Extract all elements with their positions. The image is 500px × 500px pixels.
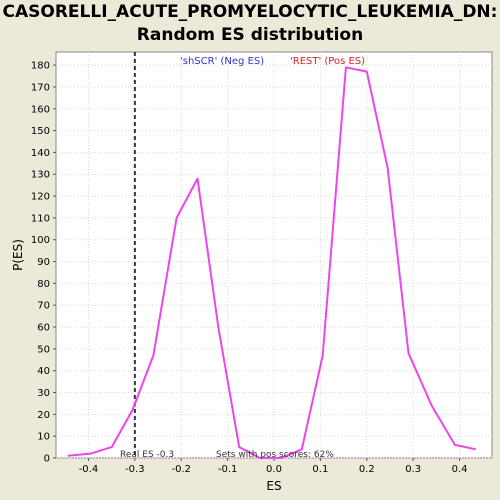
plot-area (55, 51, 493, 459)
x-tick-label: 0.1 (312, 464, 328, 475)
real-es-label: Real ES -0.3 (120, 450, 174, 460)
axes: 0 10 20 30 40 50 60 70 80 90 100 110 120 130 140 150 160… (31, 61, 468, 475)
x-tick-label: 0.0 (266, 464, 282, 475)
y-tick-label: 130 (31, 170, 50, 181)
series-marks (67, 52, 477, 459)
pos-scores-label: Sets with pos scores: 62% (216, 450, 334, 460)
y-axis-label: P(ES) (11, 239, 25, 271)
y-tick-label: 140 (31, 148, 50, 159)
y-tick-label: 20 (37, 410, 50, 421)
y-tick-label: 80 (37, 279, 50, 290)
legend-pos: 'REST' (Pos ES) (290, 56, 365, 67)
series-line (67, 66, 477, 459)
x-axis-label: ES (266, 479, 281, 493)
x-tick-label: -0.2 (171, 464, 191, 475)
y-tick-label: 150 (31, 126, 50, 137)
y-tick-label: 110 (31, 213, 50, 224)
chart-title: CASORELLI_ACUTE_PROMYELOCYTIC_LEUKEMIA_D… (2, 2, 498, 22)
y-tick-label: 100 (31, 235, 50, 246)
y-tick-label: 90 (37, 257, 50, 268)
y-tick-label: 120 (31, 192, 50, 203)
y-tick-label: 0 (44, 454, 50, 465)
y-tick-label: 70 (37, 301, 50, 312)
legend-neg: 'shSCR' (Neg ES) (180, 56, 264, 67)
grid-lines (56, 52, 492, 459)
y-tick-label: 160 (31, 104, 50, 115)
x-tick-label: -0.4 (79, 464, 99, 475)
x-tick-label: 0.4 (452, 464, 468, 475)
y-tick-label: 180 (31, 61, 50, 72)
y-tick-label: 10 (37, 432, 50, 443)
y-tick-label: 170 (31, 82, 50, 93)
x-tick-label: -0.1 (218, 464, 238, 475)
y-tick-label: 30 (37, 388, 50, 399)
x-tick-label: 0.2 (359, 464, 375, 475)
y-tick-label: 40 (37, 366, 50, 377)
x-tick-label: -0.3 (125, 464, 145, 475)
y-tick-label: 60 (37, 323, 50, 334)
y-tick-label: 50 (37, 344, 50, 355)
chart-subtitle: Random ES distribution (136, 25, 364, 45)
x-tick-label: 0.3 (405, 464, 421, 475)
